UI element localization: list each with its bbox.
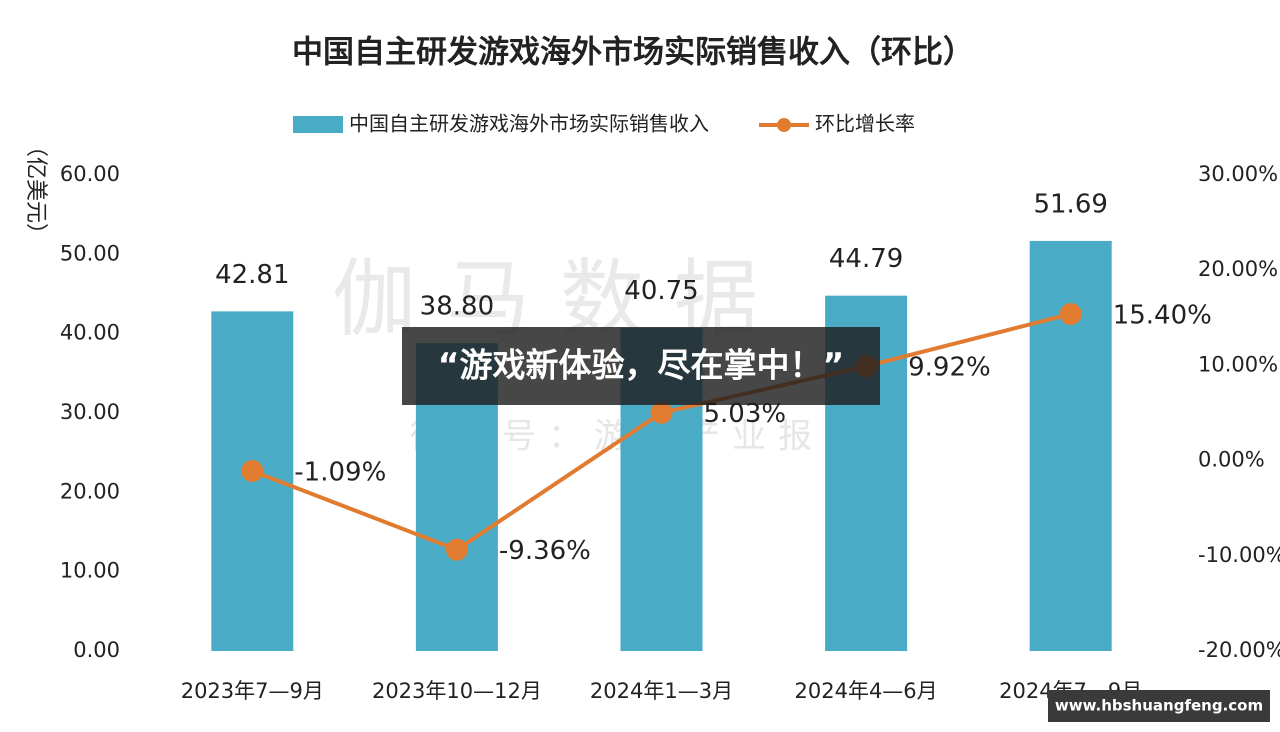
line-value-label: 15.40% xyxy=(1113,300,1212,330)
x-tick-label: 2023年7—9月 xyxy=(181,679,324,703)
bar-value-label: 51.69 xyxy=(1033,189,1107,219)
y-tick-label: 60.00 xyxy=(60,162,120,186)
y2-tick-label: 0.00% xyxy=(1198,448,1265,472)
x-tick-label: 2023年10—12月 xyxy=(372,679,542,703)
x-tick-label: 2024年4—6月 xyxy=(795,679,938,703)
y2-tick-label: 20.00% xyxy=(1198,257,1278,281)
line-point xyxy=(1059,302,1082,325)
bar xyxy=(1029,240,1112,651)
x-tick-label: 2024年1—3月 xyxy=(590,679,733,703)
site-box xyxy=(1048,690,1270,722)
y-tick-label: 10.00 xyxy=(60,559,120,583)
legend-label: 中国自主研发游戏海外市场实际销售收入 xyxy=(349,112,709,136)
y2-tick-label: 10.00% xyxy=(1198,352,1278,376)
y-tick-label: 0.00 xyxy=(73,638,120,662)
legend-label: 环比增长率 xyxy=(815,112,915,136)
chart-title: 中国自主研发游戏海外市场实际销售收入（环比） xyxy=(292,35,974,71)
bar-value-label: 38.80 xyxy=(420,292,494,322)
line-point xyxy=(241,459,264,482)
banner-box xyxy=(402,327,880,405)
y2-tick-label: -10.00% xyxy=(1198,543,1280,567)
y-tick-label: 40.00 xyxy=(60,321,120,345)
line-point xyxy=(650,401,673,424)
line-value-label: -9.36% xyxy=(499,536,591,566)
bar-value-label: 42.81 xyxy=(215,260,289,290)
banner-text: “游戏新体验，尽在掌中！” xyxy=(438,346,844,385)
y2-tick-label: -20.00% xyxy=(1198,638,1280,662)
site-text: www.hbshuangfeng.com xyxy=(1055,697,1263,715)
y2-tick-label: 30.00% xyxy=(1198,162,1278,186)
bar-value-label: 40.75 xyxy=(624,276,698,306)
y-tick-label: 50.00 xyxy=(60,241,120,265)
y-tick-label: 30.00 xyxy=(60,400,120,424)
bar-value-label: 44.79 xyxy=(829,244,903,274)
line-point xyxy=(445,538,468,561)
line-value-label: 9.92% xyxy=(908,353,991,383)
line-value-label: -1.09% xyxy=(294,457,386,487)
legend-swatch xyxy=(777,118,791,132)
legend-swatch xyxy=(293,116,343,133)
y-tick-label: 20.00 xyxy=(60,479,120,503)
y-axis-label: （亿美元） xyxy=(23,135,48,245)
